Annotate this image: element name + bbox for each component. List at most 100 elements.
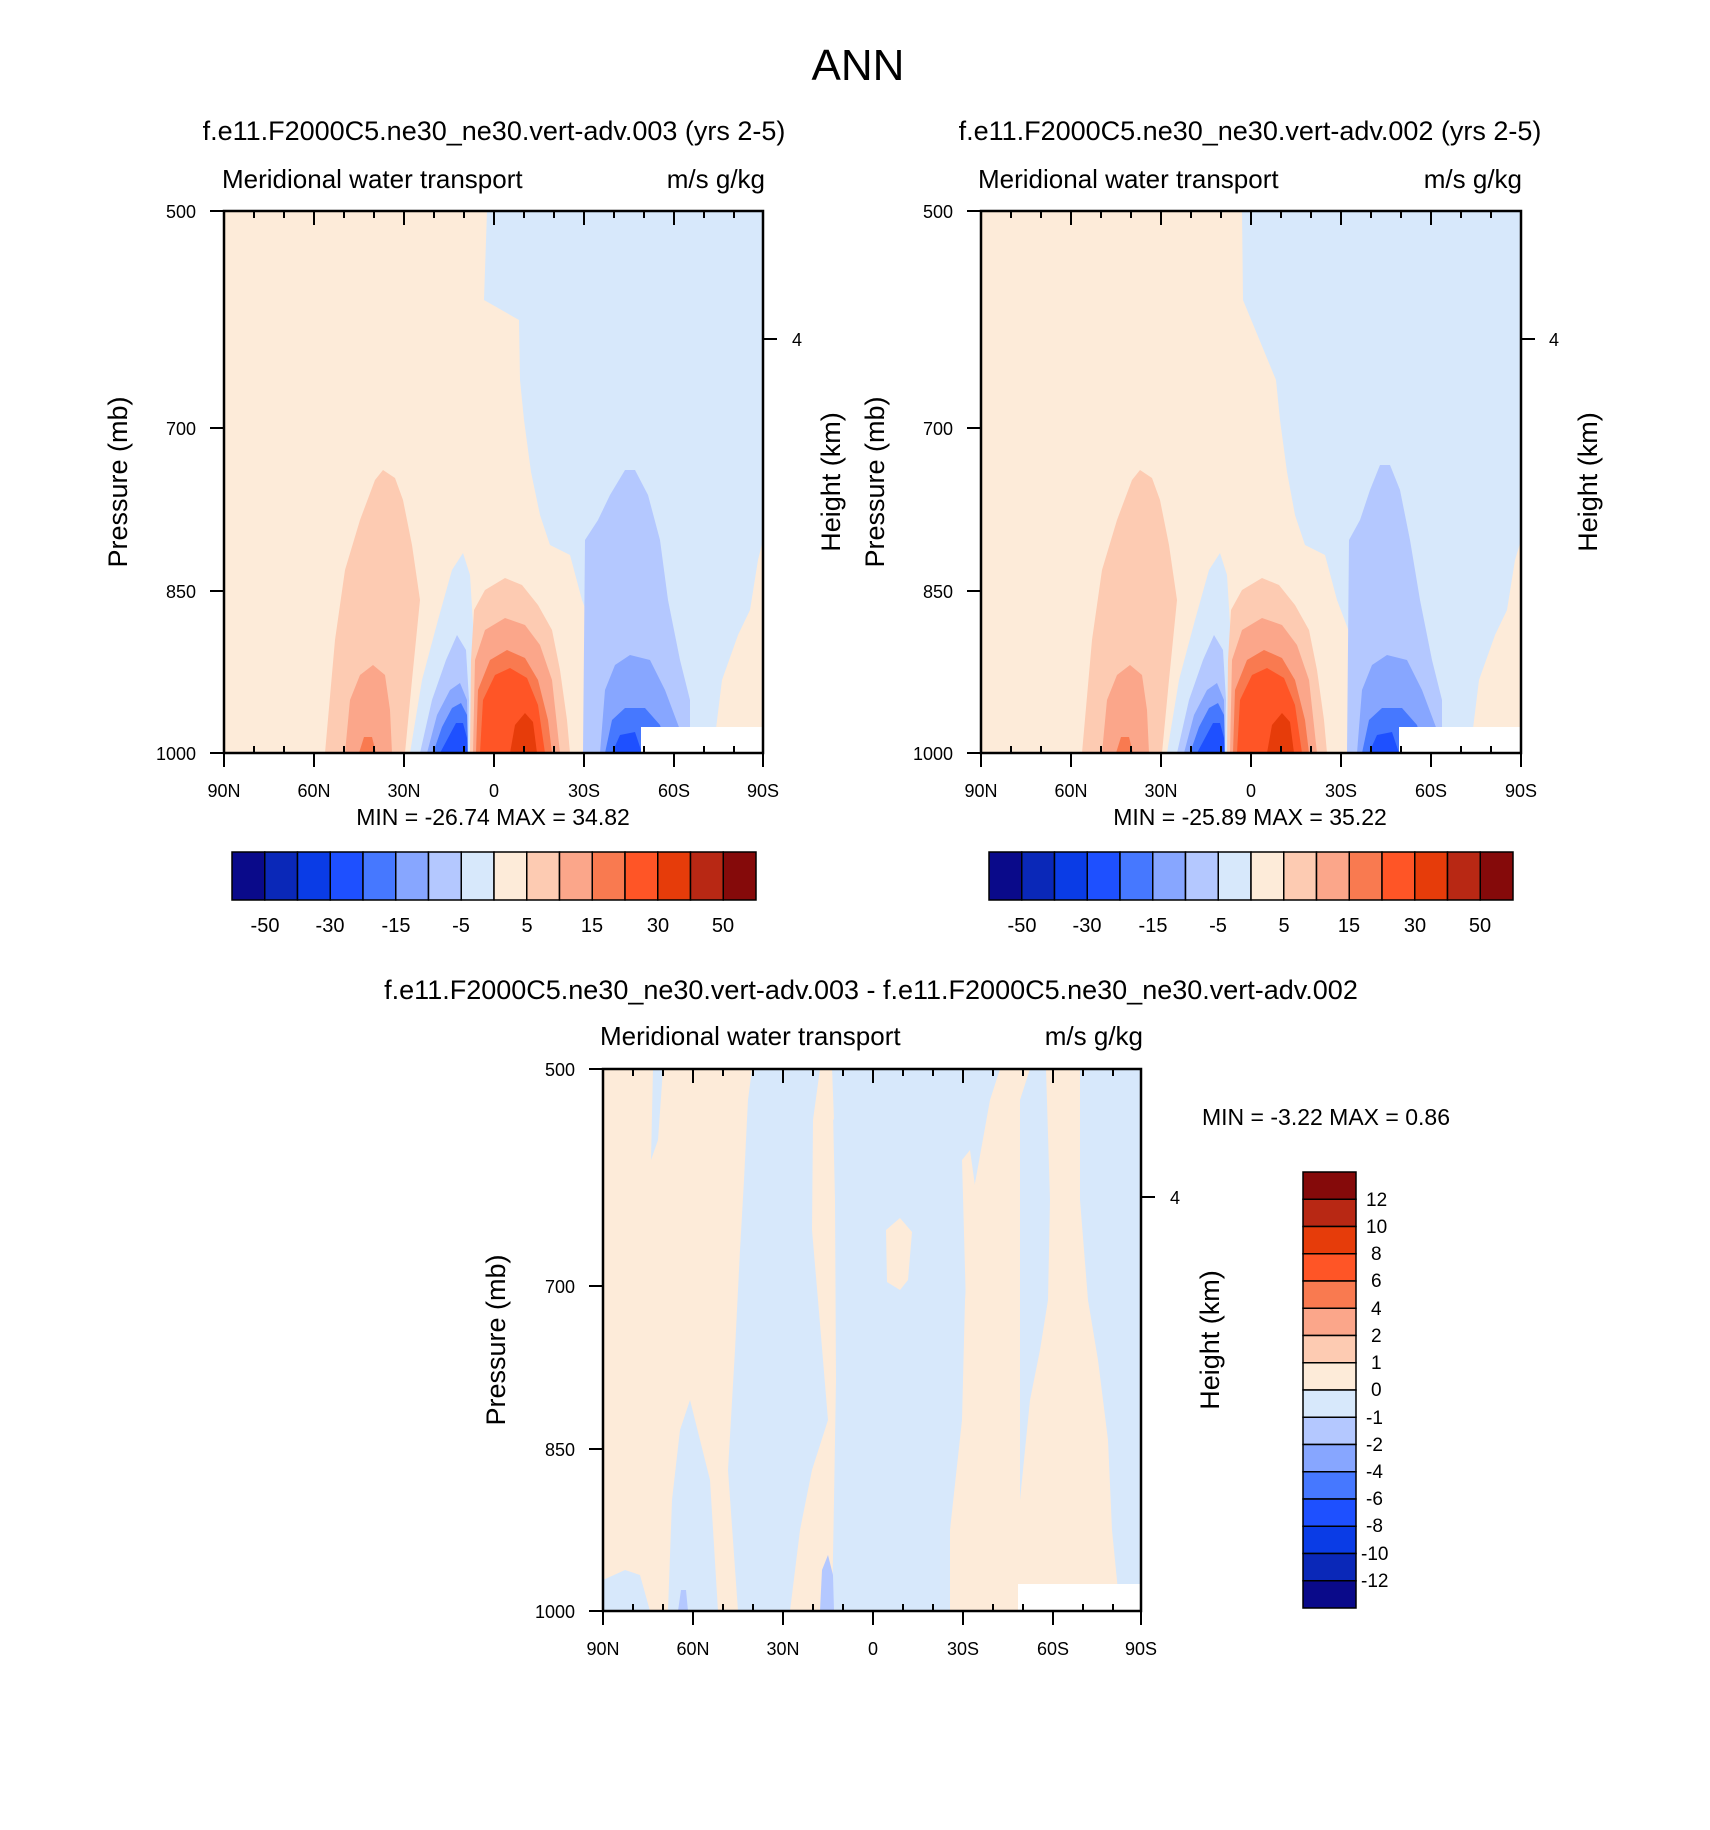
- panel-b-cbar-label: -15: [1139, 915, 1168, 937]
- colorbar-swatch: [1302, 1171, 1357, 1200]
- panel-c-xtick-30s: 30S: [947, 1639, 979, 1659]
- panel-c-pos-island-1: [886, 1218, 912, 1290]
- panel-a-x-major-ticks: [223, 211, 764, 767]
- panel-c-ylabel: Pressure (mb): [481, 1254, 511, 1425]
- panel-b-xtick-60s: 60S: [1415, 781, 1447, 801]
- panel-a-xtick-60n: 60N: [297, 781, 330, 801]
- panel-c-xtick-60s: 60S: [1037, 1639, 1069, 1659]
- panel-b-xtick-30n: 30N: [1144, 781, 1177, 801]
- panel-c-cbar-label: 10: [1366, 1217, 1387, 1238]
- colorbar-swatch: [296, 851, 331, 901]
- panel-b-cbar-label: 5: [1278, 915, 1289, 937]
- panel-b-xtick-90s: 90S: [1505, 781, 1537, 801]
- panel-a-cbar-label: 15: [581, 915, 603, 937]
- colorbar-swatch: [558, 851, 593, 901]
- panel-a-cbar-label: -5: [452, 915, 470, 937]
- colorbar-swatch: [1250, 851, 1285, 901]
- panel-a-title: f.e11.F2000C5.ne30_ne30.vert-adv.003 (yr…: [203, 116, 786, 146]
- panel-b-x-minor-ticks: [1010, 211, 1492, 753]
- panel-c-neg-band-6: [668, 1400, 718, 1611]
- panel-c-plot-area: [603, 1069, 1141, 1611]
- panel-b-y-ticks: [967, 210, 1535, 754]
- colorbar-swatch: [1302, 1471, 1357, 1500]
- colorbar-swatch: [1217, 851, 1252, 901]
- panel-a-cbar-label: 5: [521, 915, 532, 937]
- panel-c-cbar-label: 2: [1371, 1326, 1382, 1347]
- panel-c-x-major-ticks: [602, 1069, 1142, 1625]
- panel-a-cbar-label: 50: [712, 915, 734, 937]
- panel-a-y2label: Height (km): [816, 412, 846, 552]
- panel-a-xtick-0: 0: [489, 781, 499, 801]
- panel-c-colorbar: [1302, 1171, 1357, 1609]
- panel-c: f.e11.F2000C5.ne30_ne30.vert-adv.003 - f…: [384, 975, 1450, 1659]
- colorbar-swatch: [624, 851, 659, 901]
- panel-c-xtick-0: 0: [868, 1639, 878, 1659]
- panel-a-cbar-label: -30: [316, 915, 345, 937]
- colorbar-swatch: [1302, 1443, 1357, 1473]
- panel-c-minmax: MIN = -3.22 MAX = 0.86: [1202, 1104, 1450, 1130]
- colorbar-swatch: [591, 851, 626, 901]
- colorbar-swatch: [1302, 1389, 1357, 1418]
- panel-c-ytick-500: 500: [545, 1060, 575, 1080]
- panel-b-cbar-label: -5: [1209, 915, 1227, 937]
- panel-b-tropic-neg5-region: [1197, 723, 1224, 753]
- colorbar-swatch: [1315, 851, 1350, 901]
- panel-a-y-ticks: [210, 210, 777, 754]
- colorbar-swatch: [1302, 1198, 1357, 1228]
- panel-b-colorbar-labels: -50 -30 -15 -5 5 15 30 50: [1008, 915, 1492, 937]
- panel-c-cbar-label: -6: [1366, 1489, 1383, 1510]
- panel-a-x-minor-ticks: [253, 211, 735, 753]
- panel-c-pos-island-2: [962, 1150, 977, 1380]
- colorbar-swatch: [1414, 851, 1449, 901]
- panel-a-topography-mask: [641, 727, 763, 753]
- panel-a-colorbar: [231, 851, 757, 901]
- panel-b-cbar-label: 50: [1469, 915, 1491, 937]
- panel-b-nh-pos3-region: [1116, 737, 1133, 753]
- panel-c-pos-island-3: [820, 1069, 834, 1120]
- colorbar-swatch: [1283, 851, 1318, 901]
- colorbar-swatch: [1348, 851, 1383, 901]
- colorbar-swatch: [1302, 1552, 1357, 1582]
- panel-a-eq-pos5-region: [510, 713, 537, 753]
- panel-b-ytick-700: 700: [923, 419, 953, 439]
- panel-a-cbar-label: -50: [251, 915, 280, 937]
- panel-c-cbar-label: 0: [1371, 1380, 1382, 1401]
- panel-b-ytick-850: 850: [923, 582, 953, 602]
- panel-c-ytick-850: 850: [545, 1440, 575, 1460]
- panel-c-cbar-label: 1: [1371, 1353, 1382, 1374]
- panel-a-nh-pos-region: [325, 470, 420, 753]
- panel-b-xtick-0: 0: [1246, 781, 1256, 801]
- panel-c-neg-band-4: [1080, 1069, 1141, 1611]
- panel-b-nh-pos-region: [1082, 470, 1177, 753]
- panel-a-xtick-30n: 30N: [387, 781, 420, 801]
- panel-c-title: f.e11.F2000C5.ne30_ne30.vert-adv.003 - f…: [384, 975, 1358, 1005]
- panel-a-nh-pos3-region: [359, 737, 376, 753]
- panel-b-ylabel: Pressure (mb): [860, 396, 890, 567]
- panel-c-neg-island-7: [820, 1555, 834, 1611]
- colorbar-swatch: [526, 851, 561, 901]
- colorbar-swatch: [1302, 1498, 1357, 1527]
- panel-a-cbar-label: -15: [382, 915, 411, 937]
- panel-b-xtick-60n: 60N: [1054, 781, 1087, 801]
- colorbar-swatch: [1021, 851, 1056, 901]
- panel-c-neg-island-9: [603, 1570, 650, 1611]
- panel-a-ytick-500: 500: [166, 202, 196, 222]
- colorbar-swatch: [1446, 851, 1481, 901]
- panel-c-neg-band-2: [728, 1069, 828, 1611]
- colorbar-swatch: [329, 851, 364, 901]
- colorbar-swatch: [264, 851, 299, 901]
- colorbar-swatch: [1302, 1280, 1357, 1309]
- colorbar-swatch: [722, 851, 757, 901]
- panel-b-y2label: Height (km): [1573, 412, 1603, 552]
- panel-c-x-tick-labels: 90N 60N 30N 0 30S 60S 90S: [586, 1639, 1157, 1659]
- panel-b-ytick-1000: 1000: [913, 744, 953, 764]
- panel-b-x-tick-labels: 90N 60N 30N 0 30S 60S 90S: [964, 781, 1537, 801]
- panel-a-tropic-neg5-region: [440, 723, 467, 753]
- panel-a-y2tick-4: 4: [792, 330, 802, 350]
- panel-c-cbar-label: 12: [1366, 1190, 1387, 1211]
- panel-b-units-label: m/s g/kg: [1424, 164, 1522, 194]
- panel-c-cbar-label: -4: [1366, 1462, 1383, 1483]
- panel-b-xtick-90n: 90N: [964, 781, 997, 801]
- panel-a-left-label: Meridional water transport: [222, 164, 523, 194]
